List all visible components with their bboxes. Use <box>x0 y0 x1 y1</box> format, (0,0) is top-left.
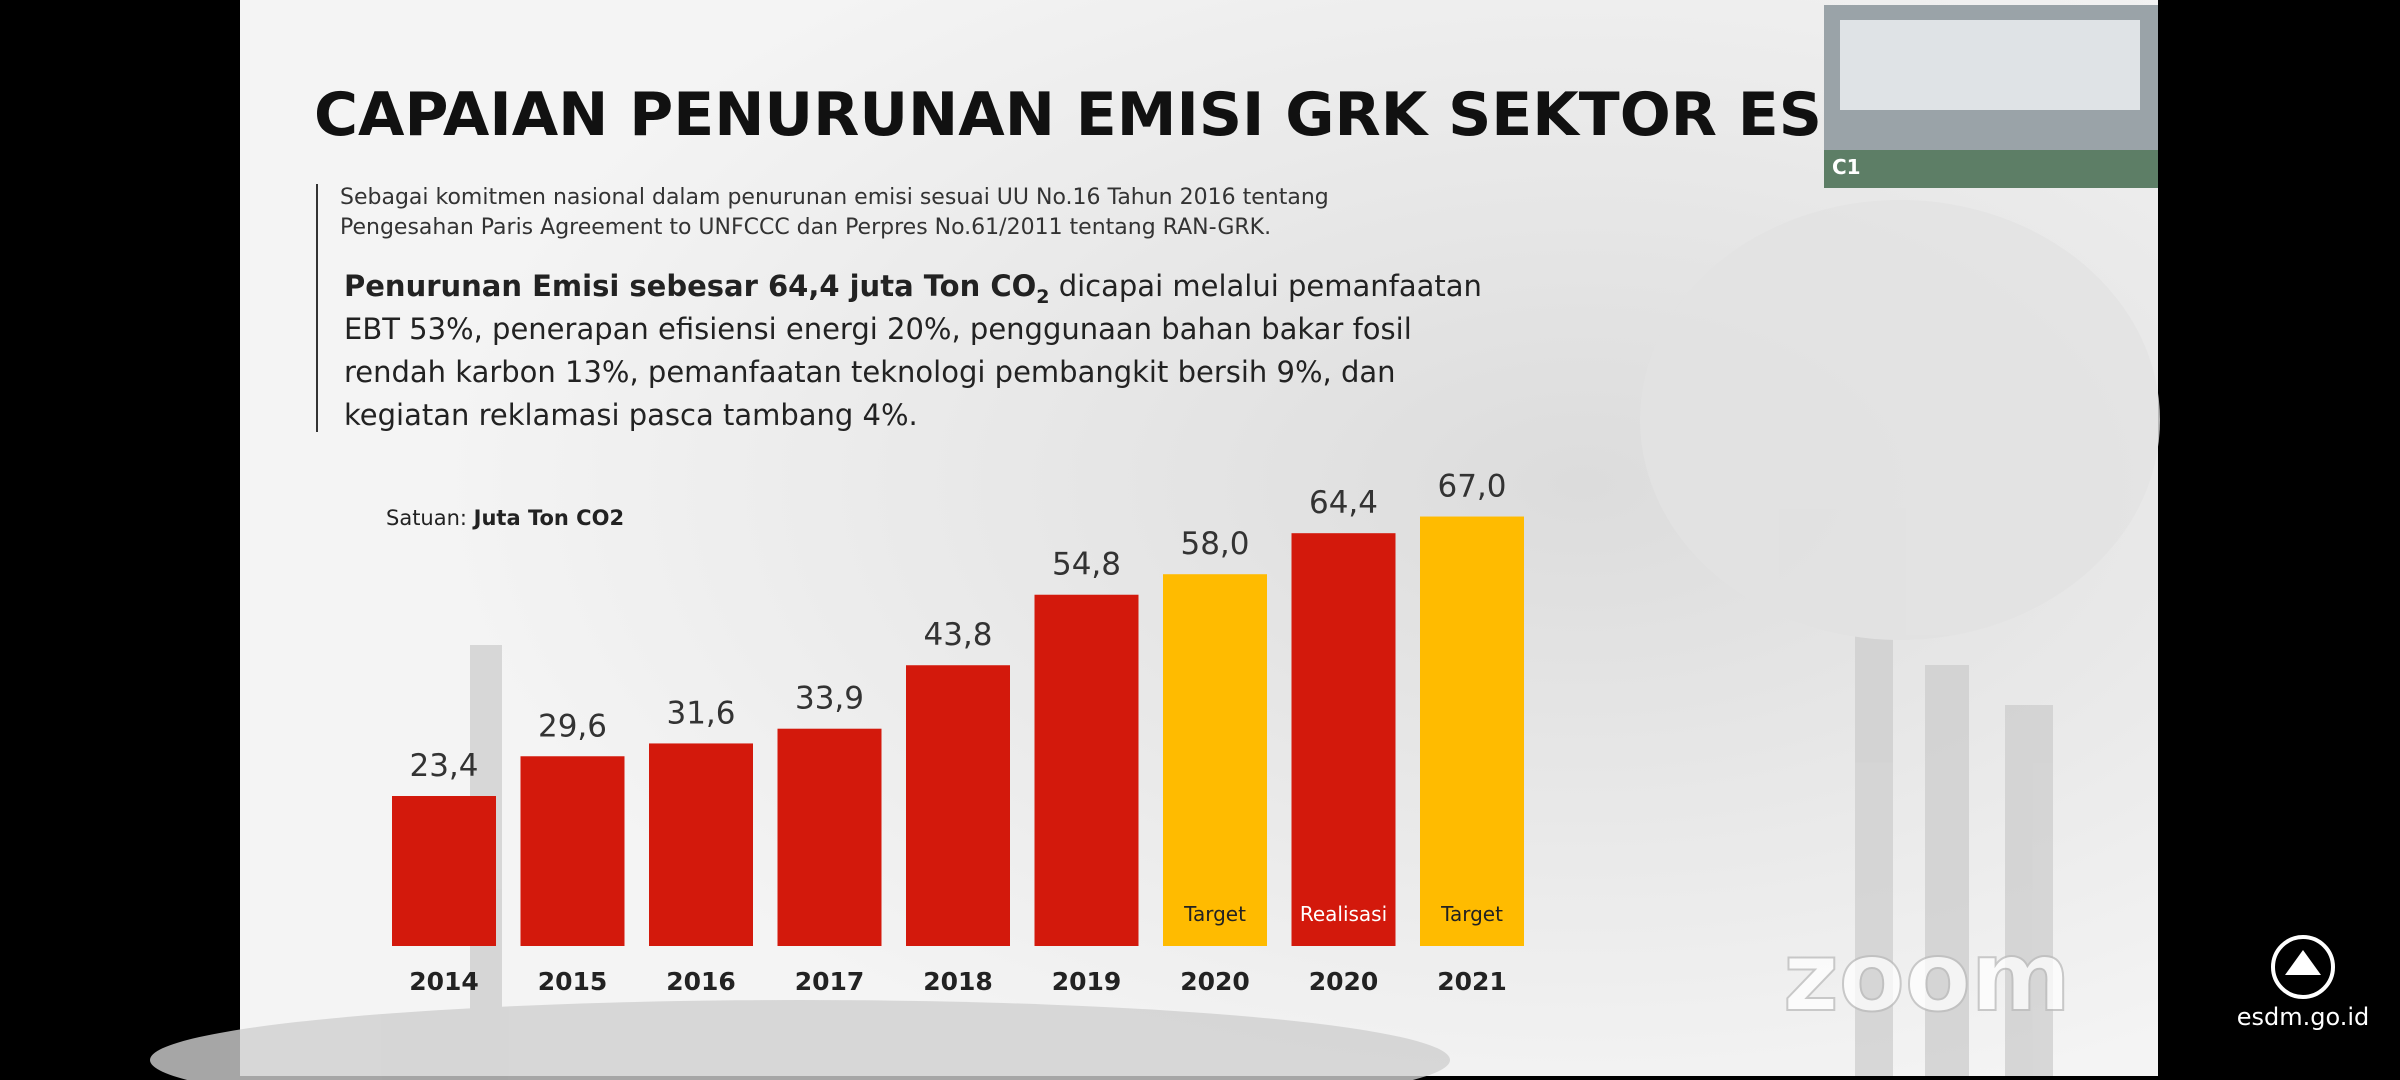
summary-line: EBT 53%, penerapan efisiensi energi 20%,… <box>344 312 1412 346</box>
chimneys <box>150 200 2160 1080</box>
bar-label: Target <box>1183 902 1246 926</box>
logo <box>2271 935 2335 999</box>
summary-line: Penurunan Emisi sebesar 64,4 juta Ton CO… <box>344 269 1482 308</box>
bar <box>392 796 496 946</box>
value-label: 64,4 <box>1309 485 1378 521</box>
summary-text: dicapai melalui pemanfaatan <box>1050 269 1482 303</box>
x-tick-label: 2014 <box>409 967 479 996</box>
video-backdrop <box>1840 20 2140 110</box>
x-tick-label: 2017 <box>795 967 865 996</box>
value-label: 23,4 <box>409 748 478 784</box>
summary-subscript: 2 <box>1036 286 1049 308</box>
bar-label: Target <box>1440 902 1503 926</box>
value-label: 33,9 <box>795 681 864 717</box>
unit-label: Satuan: Juta Ton CO2 <box>386 506 624 530</box>
bar <box>777 728 882 946</box>
x-tick-label: 2021 <box>1437 967 1507 996</box>
x-tick-label: 2018 <box>923 967 993 996</box>
x-tick-label: 2020 <box>1309 967 1379 996</box>
bar <box>649 743 753 946</box>
unit-prefix: Satuan: <box>386 506 474 530</box>
summary-line: rendah karbon 13%, pemanfaatan teknologi… <box>344 355 1396 389</box>
value-label: 54,8 <box>1052 547 1121 583</box>
value-label: 58,0 <box>1180 526 1249 562</box>
x-tick-label: 2020 <box>1180 967 1250 996</box>
value-label: 29,6 <box>538 708 607 744</box>
summary-highlight: Penurunan Emisi sebesar 64,4 juta Ton CO <box>344 269 1036 303</box>
logo-mark <box>2285 950 2321 975</box>
bar <box>1291 533 1396 946</box>
unit-value: Juta Ton CO2 <box>472 506 624 530</box>
bar-label: Realisasi <box>1300 902 1387 926</box>
source-label: esdm.go.id <box>2237 1003 2370 1031</box>
video-floor <box>1824 150 2158 188</box>
bar <box>1034 594 1139 946</box>
bar <box>520 756 625 946</box>
bar <box>1163 574 1267 946</box>
summary-line: kegiatan reklamasi pasca tambang 4%. <box>344 398 918 432</box>
bar <box>906 665 1010 946</box>
x-tick-label: 2015 <box>538 967 608 996</box>
x-tick-label: 2019 <box>1052 967 1122 996</box>
bar <box>1420 516 1524 946</box>
x-tick-label: 2016 <box>666 967 736 996</box>
intro-line: Sebagai komitmen nasional dalam penuruna… <box>340 185 1329 210</box>
value-label: 31,6 <box>666 695 735 731</box>
intro-line: Pengesahan Paris Agreement to UNFCCC dan… <box>340 215 1271 240</box>
zoom-watermark: zoom <box>1783 921 2071 1033</box>
participant-label: C1 <box>1832 155 1861 179</box>
slide-title: CAPAIAN PENURUNAN EMISI GRK SEKTOR ESD <box>314 80 1872 150</box>
value-label: 43,8 <box>923 617 992 653</box>
value-label: 67,0 <box>1437 469 1506 505</box>
